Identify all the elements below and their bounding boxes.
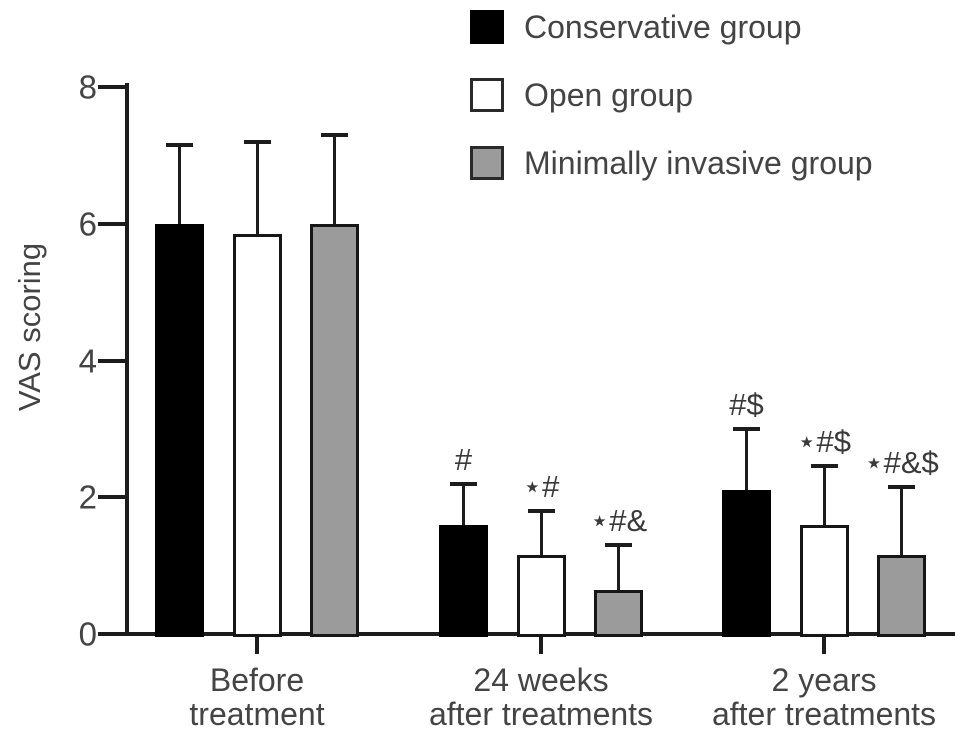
significance-annotation: #$ [729, 386, 764, 422]
legend-swatch [470, 146, 504, 180]
x-category-label: Before treatment [189, 663, 324, 731]
error-bar-stem [539, 510, 543, 556]
bar-minimally-invasive-group [310, 223, 359, 637]
error-bar-stem [333, 134, 336, 224]
y-tick-label: 2 [78, 478, 97, 516]
legend: Conservative group Open group Minimally in… [470, 10, 873, 180]
error-bar-stem [462, 483, 465, 525]
error-bar-cap [166, 143, 193, 148]
error-bar-cap [527, 508, 555, 513]
bar-conservative-group [439, 524, 488, 637]
error-bar-cap [810, 464, 838, 469]
legend-label: Conservative group [524, 9, 802, 45]
legend-label: Minimally invasive group [524, 145, 873, 181]
error-bar-stem [178, 145, 181, 224]
legend-swatch [470, 10, 504, 44]
bar-conservative-group [722, 490, 771, 637]
error-bar-stem [822, 466, 826, 525]
error-bar-stem [617, 545, 620, 590]
error-bar-cap [321, 132, 348, 137]
error-bar-cap [243, 139, 271, 144]
x-axis-tick [539, 636, 543, 654]
significance-annotation: ⋆#$ [797, 424, 851, 460]
significance-annotation: ⋆#& [589, 503, 648, 539]
y-axis-tick [98, 221, 125, 226]
y-axis-tick [98, 495, 125, 500]
bar-conservative-group [155, 223, 204, 637]
significance-annotation: ⋆#&$ [864, 444, 939, 480]
y-axis-tick [98, 85, 125, 89]
bar-open-group [232, 234, 282, 637]
x-category-label-line: Before [209, 662, 305, 698]
legend-label: Open group [524, 77, 694, 113]
bar-minimally-invasive-group [877, 555, 926, 637]
x-category-label: 2 years after treatments [712, 663, 936, 731]
error-bar-cap [888, 484, 915, 489]
y-tick-label: 6 [78, 205, 97, 243]
x-category-label-line: 2 years [771, 662, 877, 698]
error-bar-stem [900, 486, 903, 556]
x-category-label: 24 weeks after treatments [429, 663, 653, 731]
significance-annotation: ⋆# [522, 468, 560, 504]
bar-minimally-invasive-group [594, 589, 643, 637]
x-category-label-line: treatment [189, 696, 325, 732]
error-bar-stem [745, 428, 748, 491]
y-axis-tick [98, 632, 125, 636]
legend-item: Open group [470, 78, 873, 112]
legend-item: Conservative group [470, 10, 873, 44]
bar-open-group [799, 524, 849, 637]
y-tick-label: 4 [78, 342, 97, 379]
bar-open-group [516, 555, 566, 637]
y-axis-tick [98, 358, 125, 363]
x-axis-tick [255, 636, 259, 654]
legend-swatch [470, 78, 504, 112]
error-bar-cap [450, 481, 477, 486]
x-category-label-line: after treatments [428, 696, 654, 732]
x-axis-tick [822, 636, 826, 654]
legend-item: Minimally invasive group [470, 146, 873, 180]
error-bar-cap [605, 543, 632, 548]
x-category-label-line: 24 weeks [473, 662, 609, 698]
significance-annotation: # [454, 441, 473, 477]
x-category-label-line: after treatments [711, 696, 937, 732]
y-tick-label: 8 [78, 68, 97, 106]
y-axis-line [125, 83, 129, 636]
error-bar-cap [733, 426, 760, 431]
error-bar-stem [255, 141, 259, 234]
y-tick-label: 0 [78, 615, 97, 653]
